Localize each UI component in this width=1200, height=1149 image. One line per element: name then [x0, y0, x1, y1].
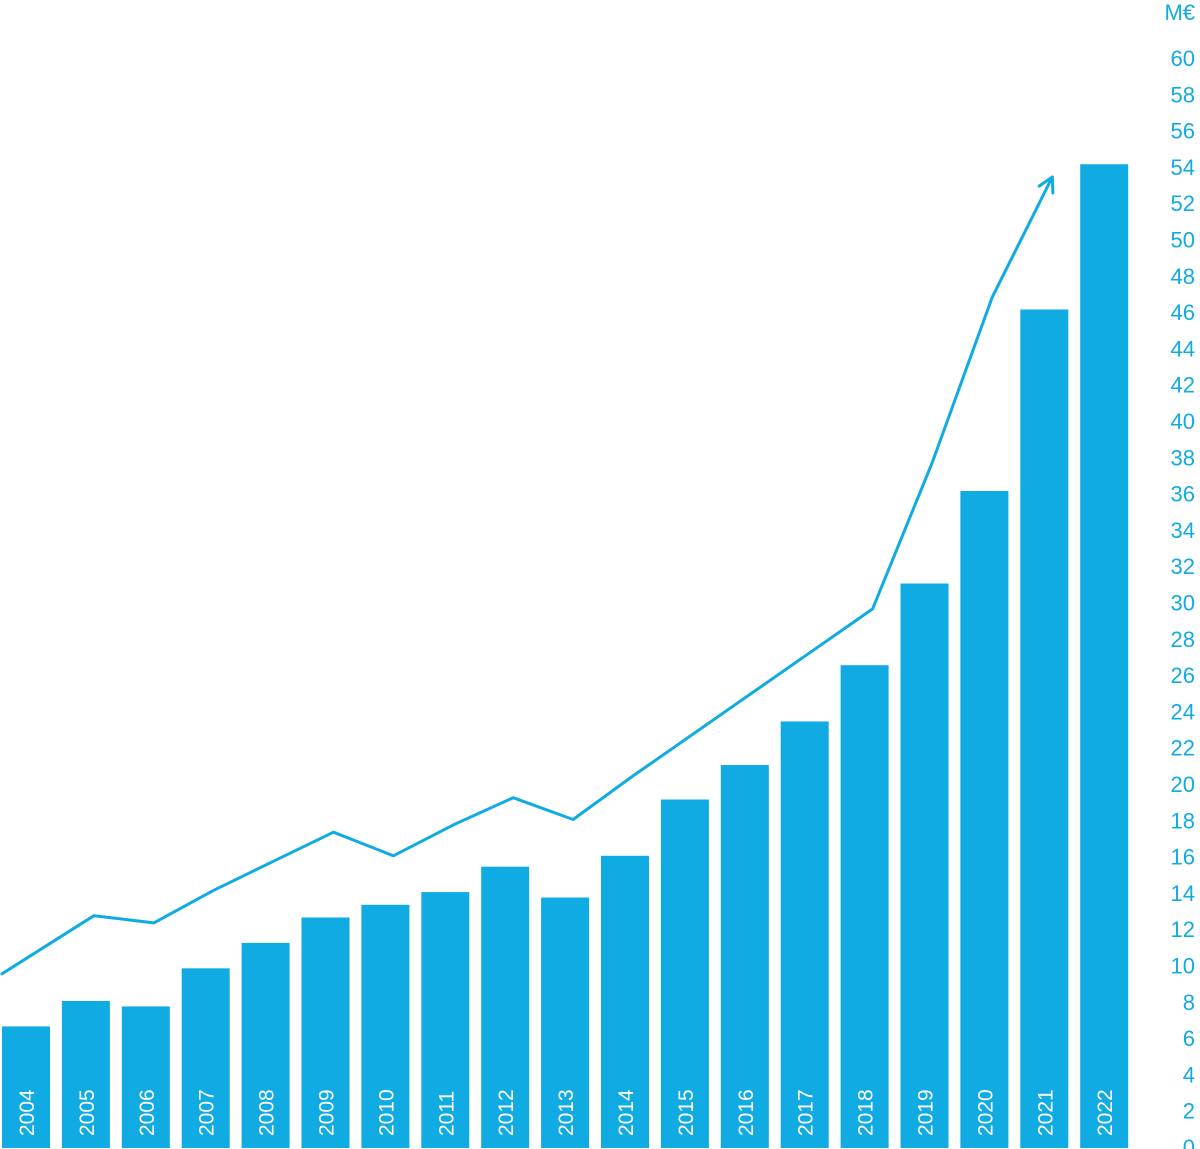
bar-2007 [181, 968, 230, 1148]
y-tick-label-44: 44 [1171, 336, 1195, 361]
y-tick-label-0: 0 [1183, 1135, 1195, 1149]
y-tick-label-6: 6 [1183, 1026, 1195, 1051]
bar-2022 [1080, 164, 1129, 1148]
bar-2011 [421, 892, 470, 1148]
bar-label-2004: 2004 [16, 1089, 39, 1136]
bar-label-2021: 2021 [1034, 1089, 1057, 1136]
y-tick-label-14: 14 [1171, 881, 1195, 906]
y-tick-label-54: 54 [1171, 155, 1195, 180]
bar-label-2014: 2014 [615, 1089, 638, 1136]
y-tick-label-48: 48 [1171, 264, 1195, 289]
trend-line [0, 175, 1054, 976]
bar-2004 [2, 1026, 50, 1148]
bar-label-2005: 2005 [76, 1089, 99, 1136]
bar-2021 [1020, 309, 1069, 1149]
bar-label-2018: 2018 [855, 1089, 878, 1136]
bar-label-2009: 2009 [316, 1089, 339, 1136]
bar-2020 [960, 490, 1009, 1149]
y-tick-label-46: 46 [1171, 300, 1195, 325]
bar-2006 [121, 1006, 170, 1148]
y-tick-label-60: 60 [1171, 46, 1195, 71]
y-tick-label-30: 30 [1171, 591, 1195, 616]
y-tick-label-16: 16 [1171, 845, 1195, 870]
y-tick-label-58: 58 [1171, 82, 1195, 107]
y-tick-label-26: 26 [1171, 663, 1195, 688]
trend-arrowhead-icon [1037, 175, 1055, 195]
bar-label-2013: 2013 [555, 1089, 578, 1136]
bar-2005 [61, 1000, 110, 1148]
y-tick-label-2: 2 [1183, 1099, 1195, 1124]
y-tick-label-52: 52 [1171, 191, 1195, 216]
y-tick-label-8: 8 [1183, 990, 1195, 1015]
bar-label-2015: 2015 [675, 1089, 698, 1136]
bar-2018 [840, 665, 889, 1148]
bar-label-2017: 2017 [795, 1089, 818, 1136]
bar-2016 [720, 765, 769, 1148]
bar-2012 [481, 866, 530, 1148]
bar-2013 [541, 897, 590, 1148]
bar-2009 [301, 917, 350, 1148]
bar-2015 [660, 799, 709, 1148]
y-tick-label-22: 22 [1171, 736, 1195, 761]
bar-2017 [780, 721, 829, 1148]
y-tick-label-20: 20 [1171, 772, 1195, 797]
y-tick-label-18: 18 [1171, 808, 1195, 833]
y-tick-label-12: 12 [1171, 917, 1195, 942]
y-tick-label-40: 40 [1171, 409, 1195, 434]
bar-label-2010: 2010 [375, 1089, 398, 1136]
bar-label-2008: 2008 [256, 1089, 279, 1136]
bar-2014 [601, 855, 649, 1148]
trend-line-group [0, 175, 1055, 976]
y-tick-label-4: 4 [1183, 1062, 1195, 1087]
y-tick-label-34: 34 [1171, 518, 1195, 543]
bar-label-2011: 2011 [435, 1091, 458, 1136]
bar-label-2006: 2006 [136, 1089, 159, 1136]
bar-2019 [900, 583, 949, 1148]
y-tick-label-38: 38 [1171, 445, 1195, 470]
y-tick-label-24: 24 [1171, 699, 1195, 724]
y-axis-unit: M€ [1164, 0, 1195, 25]
bar-2010 [361, 904, 410, 1148]
y-tick-label-50: 50 [1171, 228, 1195, 253]
y-tick-label-32: 32 [1171, 554, 1195, 579]
y-tick-label-56: 56 [1171, 119, 1195, 144]
y-tick-label-42: 42 [1171, 373, 1195, 398]
bar-group: 2004 2005 2006 2007 2008 2009 2010 2011 2012 2013… [2, 164, 1129, 1149]
y-tick-label-28: 28 [1171, 627, 1195, 652]
bar-2008 [241, 942, 290, 1148]
bar-label-2019: 2019 [915, 1089, 938, 1136]
bar-label-2020: 2020 [974, 1089, 997, 1136]
bar-label-2007: 2007 [196, 1089, 219, 1136]
bar-label-2016: 2016 [735, 1089, 758, 1136]
y-axis: M€02468101214161820222426283032343638404… [1164, 0, 1195, 1149]
y-tick-label-36: 36 [1171, 482, 1195, 507]
y-tick-label-10: 10 [1171, 954, 1195, 979]
bar-label-2012: 2012 [495, 1089, 518, 1136]
bar-label-2022: 2022 [1094, 1089, 1117, 1136]
